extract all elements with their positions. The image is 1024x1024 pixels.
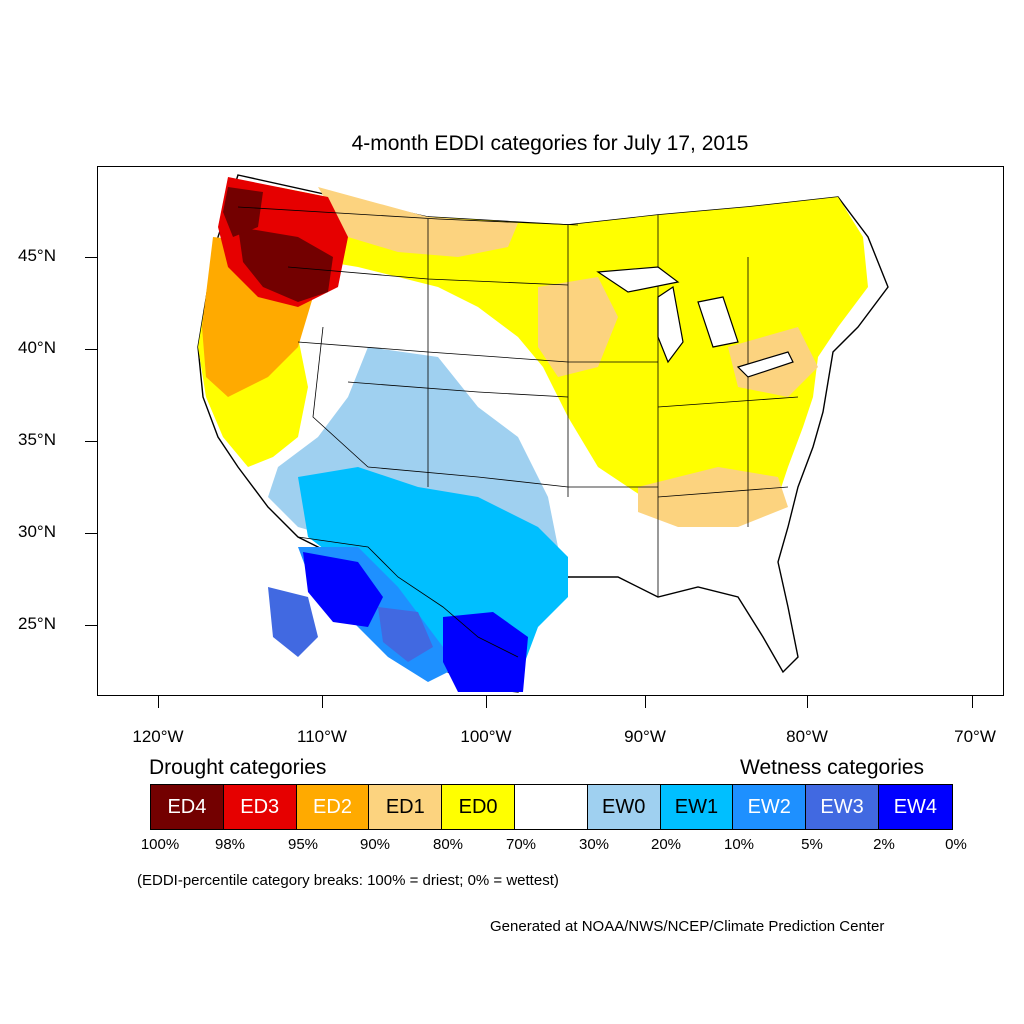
break-label-2: 2% (873, 836, 895, 853)
lon-tick-120 (158, 696, 159, 708)
legend-box-ew4: EW4 (878, 785, 952, 829)
lat-label-45n: 45°N (18, 246, 56, 265)
ed1-region-southeast (638, 467, 788, 527)
lat-tick-25 (85, 625, 97, 626)
break-label-100: 100% (140, 836, 180, 853)
lon-tick-90 (645, 696, 646, 708)
ed4-region-washington (238, 227, 333, 302)
map-frame (97, 166, 1004, 696)
ew4-region-south-texas (443, 612, 528, 692)
lon-label-90w: 90°W (624, 727, 666, 746)
drought-categories-heading: Drought categories (149, 756, 327, 779)
legend-box-ew0: EW0 (587, 785, 661, 829)
lon-tick-110 (322, 696, 323, 708)
legend-box-ed0: ED0 (442, 785, 515, 829)
ew3-region-baja (268, 587, 318, 657)
lon-tick-80 (807, 696, 808, 708)
lat-label-40n: 40°N (18, 338, 56, 357)
state-borders (237, 206, 799, 658)
break-label-30: 30% (578, 836, 610, 853)
lon-tick-70 (972, 696, 973, 708)
legend-box-ed1: ED1 (369, 785, 443, 829)
legend-box-ed2: ED2 (296, 785, 370, 829)
break-label-98: 98% (214, 836, 246, 853)
lon-tick-100 (486, 696, 487, 708)
great-lakes (596, 266, 794, 378)
lat-tick-30 (85, 533, 97, 534)
ed4-region-puget (223, 187, 263, 237)
credit-line: Generated at NOAA/NWS/NCEP/Climate Predi… (490, 918, 885, 935)
eddi-map (197, 174, 889, 693)
lat-tick-35 (85, 441, 97, 442)
break-label-80: 80% (432, 836, 464, 853)
wetness-categories-heading: Wetness categories (740, 756, 925, 779)
legend-box-ed3: ED3 (223, 785, 297, 829)
lon-label-100w: 100°W (460, 727, 512, 746)
lon-label-120w: 120°W (132, 727, 184, 746)
lat-label-35n: 35°N (18, 430, 56, 449)
legend-box-ew1: EW1 (660, 785, 734, 829)
legend-bar: ED4 ED3 ED2 ED1 ED0 EW0 EW1 EW2 EW3 EW4 (150, 784, 953, 830)
break-label-10: 10% (723, 836, 755, 853)
lat-label-30n: 30°N (18, 522, 56, 541)
breaks-note: (EDDI-percentile category breaks: 100% =… (137, 872, 559, 889)
legend-box-neutral (514, 785, 588, 829)
lon-label-70w: 70°W (954, 727, 996, 746)
ed1-region-dakotas (538, 277, 618, 377)
break-label-20: 20% (650, 836, 682, 853)
lon-label-80w: 80°W (786, 727, 828, 746)
break-label-0: 0% (945, 836, 967, 853)
legend-box-ed4: ED4 (151, 785, 224, 829)
ed1-region-north (318, 187, 518, 257)
break-label-95: 95% (287, 836, 319, 853)
lat-tick-40 (85, 349, 97, 350)
legend-box-ew3: EW3 (806, 785, 879, 829)
legend-box-ew2: EW2 (733, 785, 807, 829)
ew3-region-texas (378, 607, 433, 662)
break-label-90: 90% (359, 836, 391, 853)
ew4-region-sonora (303, 552, 383, 627)
lat-tick-45 (85, 257, 97, 258)
break-label-70: 70% (505, 836, 537, 853)
lat-label-25n: 25°N (18, 614, 56, 633)
map-title: 4-month EDDI categories for July 17, 201… (351, 132, 749, 155)
break-label-5: 5% (801, 836, 823, 853)
lon-label-110w: 110°W (297, 727, 347, 746)
